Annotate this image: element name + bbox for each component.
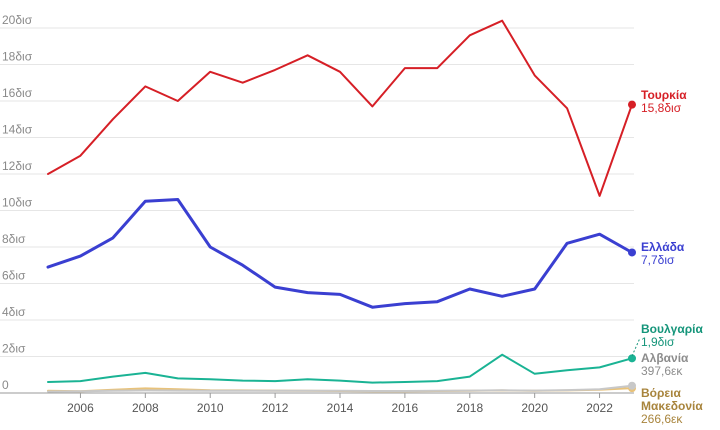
series-end-point-2 [628, 354, 636, 363]
series-line-3 [47, 384, 633, 393]
x-tick-label: 2012 [262, 401, 289, 415]
grid-lines [0, 27, 634, 394]
series-value-label: 7,7δισ [641, 253, 675, 267]
series-name-label: Αλβανία [641, 351, 689, 365]
series-end-point-1 [628, 248, 636, 257]
x-axis: 2006 2008 2010 2012 2014 2016 2018 2020 2022 [67, 393, 613, 415]
series-line-1 [46, 198, 634, 309]
y-tick-label: 8δισ [2, 232, 26, 246]
y-tick-label: 0 [2, 378, 9, 392]
y-tick-label: 12δισ [2, 159, 33, 173]
y-tick-label: 16δισ [2, 86, 33, 100]
y-tick-label: 2δισ [2, 341, 26, 355]
x-tick-label: 2020 [521, 401, 548, 415]
y-tick-label: 20δισ [2, 13, 33, 27]
y-axis: 0 2δισ 4δισ 6δισ 8δισ 10δισ 12δισ 14δισ 16δισ 18δ… [2, 13, 33, 392]
series-name-label: Μακεδονία [641, 399, 703, 413]
series-end-point-3 [628, 381, 636, 390]
series-name-label: Ελλάδα [641, 240, 685, 254]
y-tick-label: 6δισ [2, 268, 26, 282]
x-tick-label: 2014 [327, 401, 354, 415]
series-line-2 [47, 353, 633, 384]
y-tick-label: 18δισ [2, 49, 33, 63]
series-name-label: Βουλγαρία [641, 322, 703, 336]
y-tick-label: 10δισ [2, 195, 33, 209]
x-tick-label: 2006 [67, 401, 94, 415]
series-end-point-0 [628, 100, 636, 109]
series-name-label: Τουρκία [641, 88, 687, 102]
series-lines [46, 19, 636, 393]
series-value-label: 397,6εκ [641, 364, 683, 378]
x-tick-label: 2022 [586, 401, 613, 415]
y-tick-label: 14δισ [2, 122, 33, 136]
series-value-label: 1,9δισ [641, 335, 675, 349]
series-value-label: 266,6εκ [641, 412, 683, 426]
x-tick-label: 2010 [197, 401, 224, 415]
y-tick-label: 4δισ [2, 305, 26, 319]
x-tick-label: 2016 [392, 401, 419, 415]
series-name-label: Βόρεια [641, 386, 681, 400]
series-value-label: 15,8δισ [641, 101, 682, 115]
leader-line [631, 337, 641, 357]
x-tick-label: 2018 [456, 401, 483, 415]
x-tick-label: 2008 [132, 401, 159, 415]
series-line-0 [47, 19, 633, 197]
